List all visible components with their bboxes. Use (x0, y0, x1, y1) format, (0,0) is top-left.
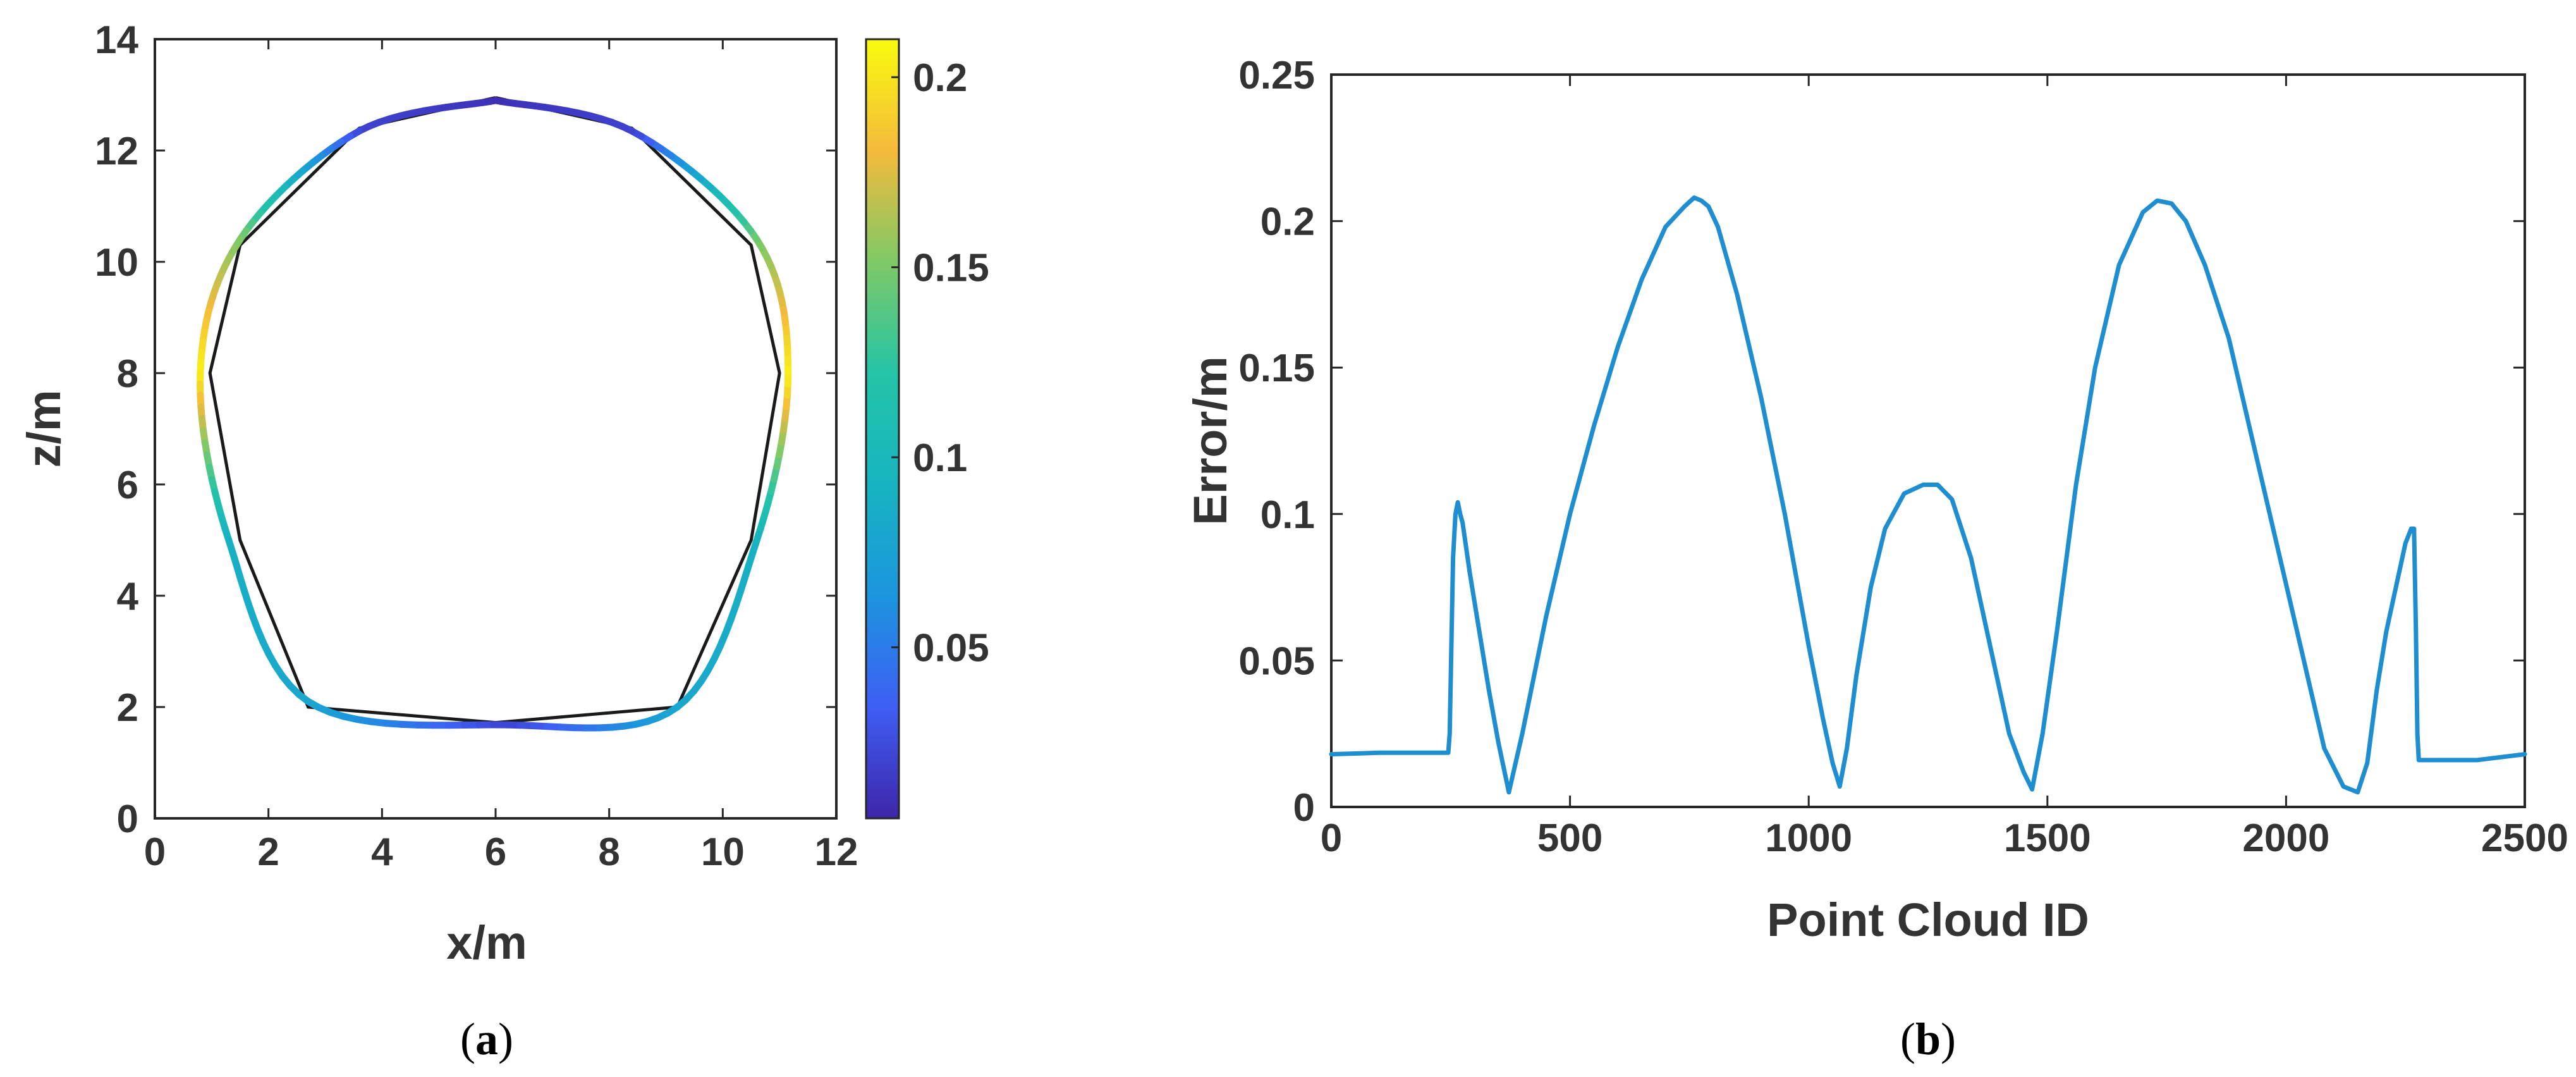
y-tick-label-b: 0 (1293, 786, 1315, 830)
y-tick-label-b: 0.1 (1261, 493, 1315, 537)
y-tick-label-a: 14 (95, 18, 138, 62)
colorbar-ticks: 0.05 0.1 0.15 0.2 (891, 56, 989, 670)
panel-a-tunnel-profile: 0 2 4 6 8 10 12 0 2 4 6 8 10 12 14 x/m z/m 0.05 0.1 0.15… (18, 18, 989, 1064)
colorbar: 0.05 0.1 0.15 0.2 (865, 38, 989, 820)
x-tick-label-a: 6 (485, 830, 506, 874)
x-tick-label-a: 2 (257, 830, 279, 874)
colorbar-tick-label: 0.15 (913, 247, 989, 290)
y-tick-label-a: 4 (117, 575, 139, 619)
y-axis-label-a: z/m (18, 390, 70, 467)
x-tick-label-a: 12 (815, 830, 858, 874)
y-tick-label-b: 0.25 (1238, 54, 1315, 97)
profile-segment (492, 97, 505, 105)
y-tick-label-a: 0 (117, 797, 138, 841)
y-tick-label-b: 0.2 (1261, 200, 1315, 244)
y-tick-label-b: 0.15 (1238, 347, 1315, 390)
caption-b: (b) (1900, 1014, 1956, 1064)
colorbar-gradient (865, 38, 900, 820)
x-tick-label-a: 10 (701, 830, 745, 874)
colorbar-tick-label: 0.2 (913, 56, 967, 100)
x-tick-label-b: 0 (1321, 816, 1342, 860)
y-tick-label-a: 8 (117, 352, 138, 396)
y-tick-label-a: 12 (95, 130, 138, 173)
x-axis-label-b: Point Cloud ID (1767, 894, 2089, 946)
y-tick-label-b: 0.05 (1238, 639, 1315, 683)
panel-b-plot-frame (1330, 73, 2526, 808)
colorbar-tick-label: 0.05 (913, 627, 989, 670)
x-tick-label-a: 4 (371, 830, 393, 874)
y-tick-label-a: 10 (95, 241, 138, 285)
x-tick-label-b: 1500 (2004, 816, 2091, 860)
x-tick-label-b: 2500 (2481, 816, 2568, 860)
panel-b-ticks: 0 500 1000 1500 2000 2500 0 0.05 0.1 0.15 0.2 0.25 (1238, 54, 2568, 860)
x-tick-label-a: 0 (144, 830, 166, 874)
design-outline (208, 95, 781, 725)
measured-profile (197, 97, 792, 732)
x-tick-label-a: 8 (598, 830, 620, 874)
y-tick-label-a: 2 (117, 686, 138, 730)
caption-a: (a) (460, 1014, 513, 1064)
y-axis-label-b: Error/m (1184, 356, 1236, 525)
x-axis-label-a: x/m (446, 916, 527, 969)
panel-a-ticks: 0 2 4 6 8 10 12 0 2 4 6 8 10 12 14 (95, 18, 858, 874)
x-tick-label-b: 500 (1537, 816, 1602, 860)
x-tick-label-b: 2000 (2242, 816, 2329, 860)
panel-b-error-curve: 0 500 1000 1500 2000 250000.050.10.150.20.25 … (1184, 54, 2568, 1064)
y-tick-label-a: 6 (117, 464, 138, 507)
colorbar-tick-label: 0.1 (913, 436, 967, 480)
x-tick-label-b: 1000 (1765, 816, 1852, 860)
error-series-line (1329, 195, 2527, 795)
panel-a-plot-frame (154, 38, 838, 820)
